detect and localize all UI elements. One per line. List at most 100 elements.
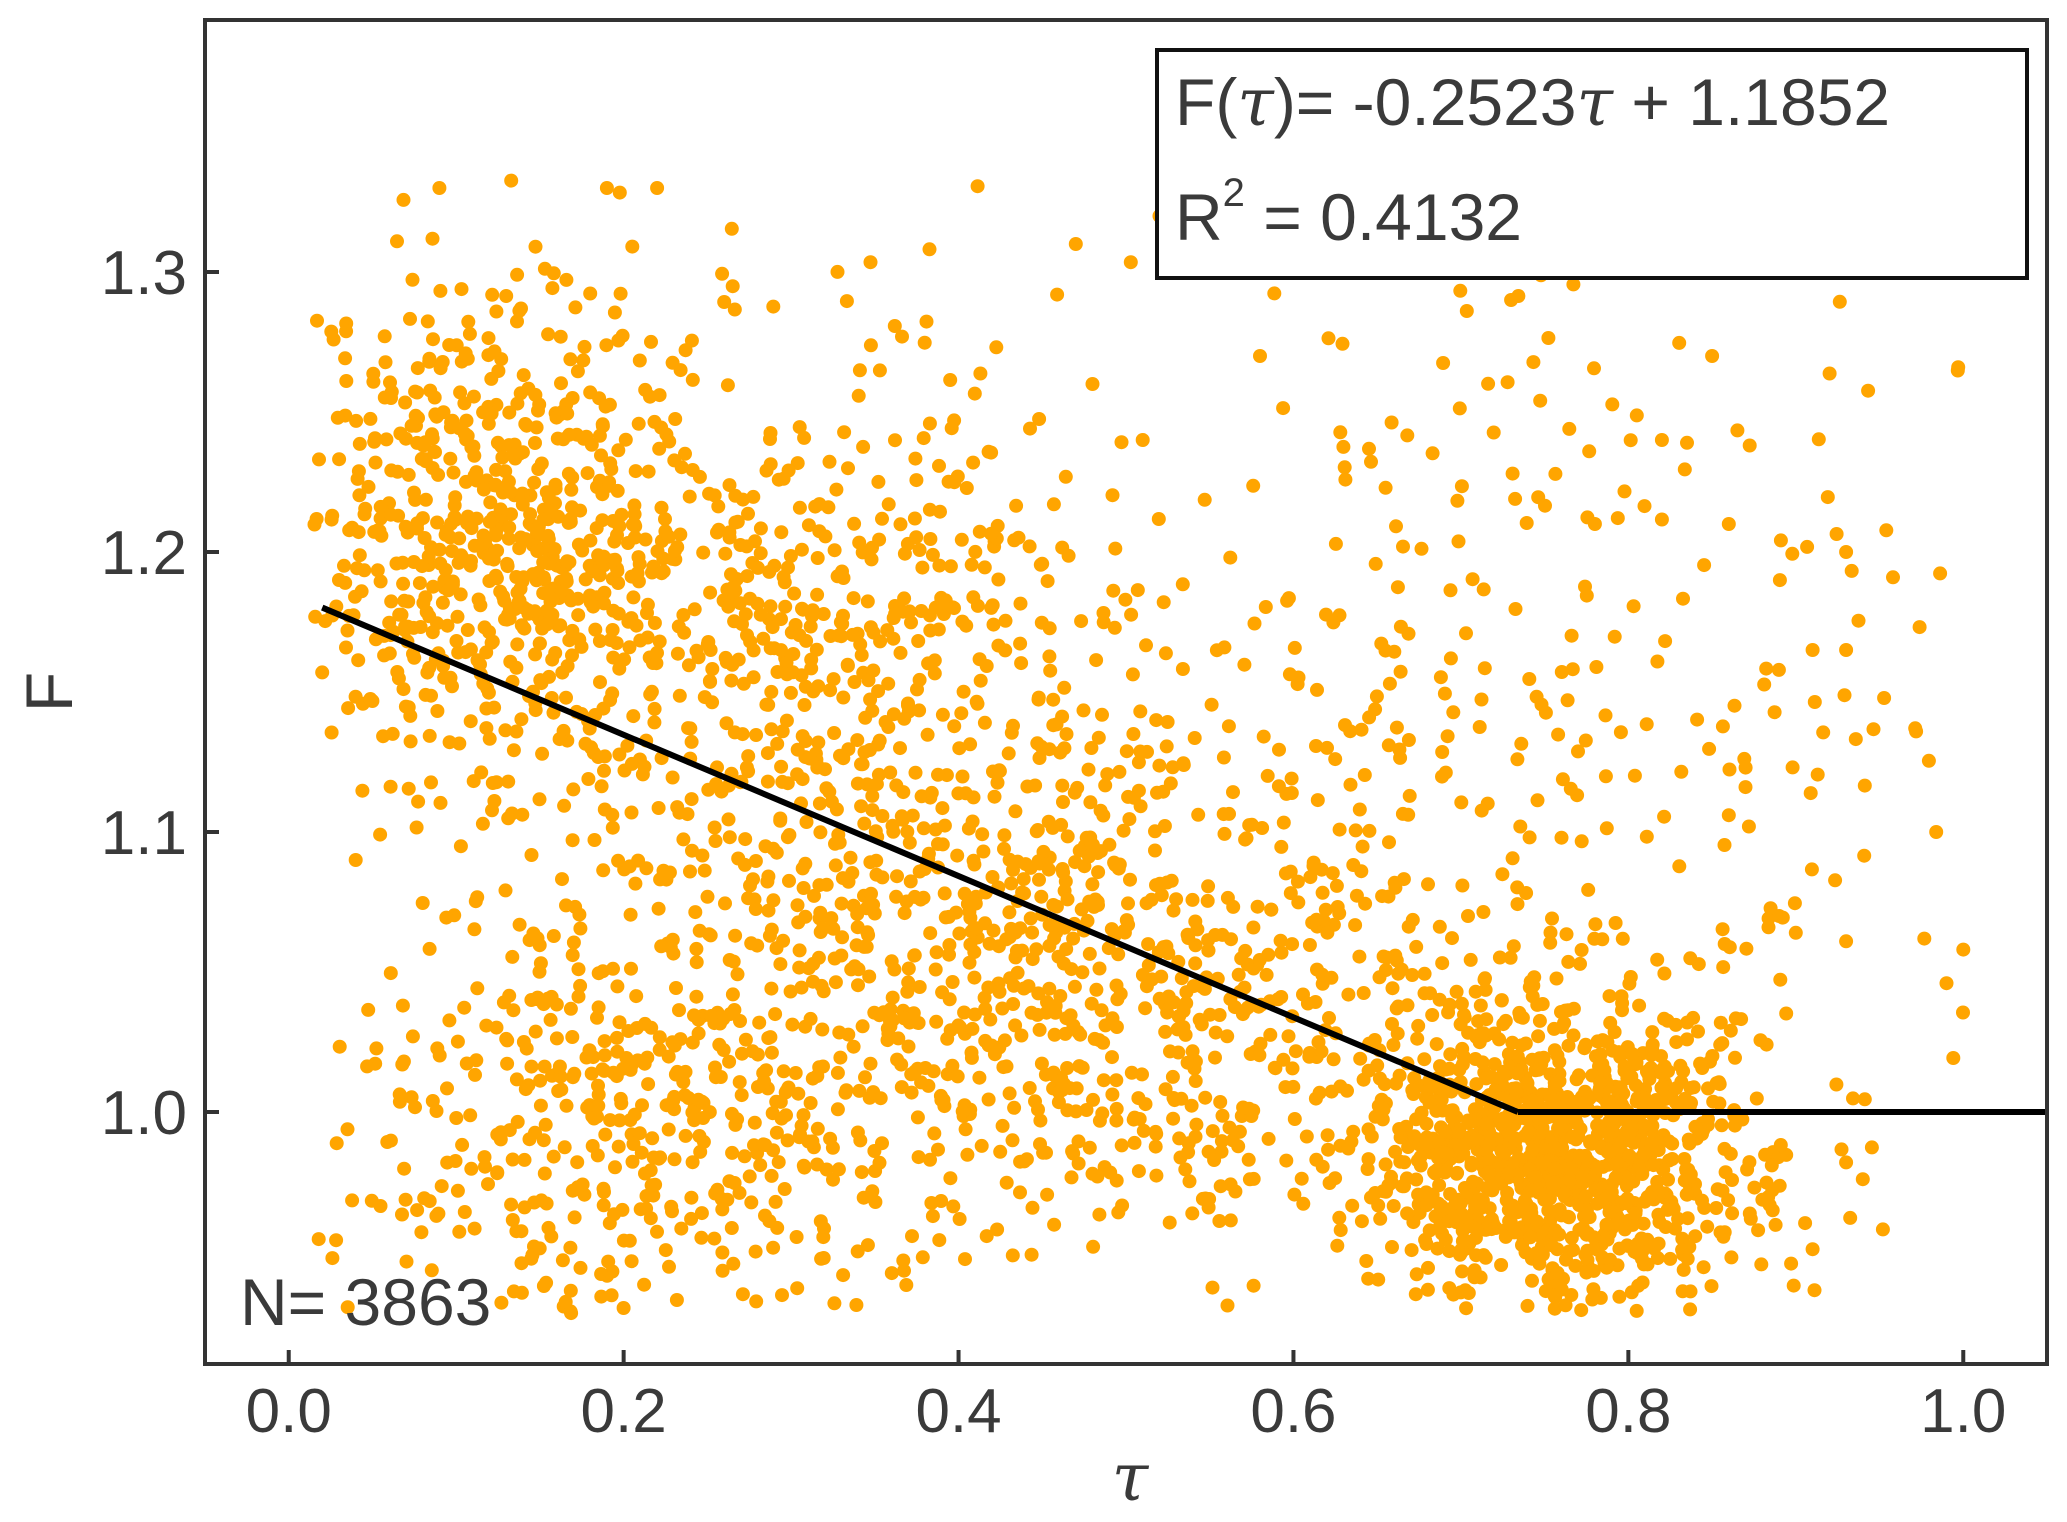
- data-point: [1844, 563, 1859, 578]
- data-point: [1418, 1137, 1433, 1152]
- data-point: [1478, 971, 1492, 986]
- data-point: [1505, 466, 1520, 481]
- data-point: [1563, 781, 1578, 796]
- data-point: [830, 569, 845, 584]
- data-point: [685, 463, 700, 477]
- data-point: [738, 1032, 753, 1047]
- data-point: [703, 928, 718, 943]
- data-point: [1443, 1103, 1458, 1118]
- data-point: [1702, 741, 1717, 756]
- data-point: [401, 781, 416, 796]
- data-point: [697, 690, 712, 705]
- data-point: [833, 748, 847, 763]
- data-point: [332, 452, 347, 467]
- data-point: [1381, 738, 1396, 753]
- data-point: [739, 539, 754, 554]
- data-point: [1312, 1085, 1327, 1100]
- data-point: [768, 1194, 783, 1209]
- data-point: [1521, 1124, 1536, 1139]
- data-point: [1639, 829, 1654, 844]
- data-point: [1500, 375, 1515, 390]
- data-point: [541, 490, 556, 505]
- data-point: [661, 529, 676, 544]
- data-point: [1552, 1227, 1567, 1242]
- data-point: [776, 933, 791, 948]
- data-point: [415, 896, 430, 910]
- data-point: [1069, 1104, 1083, 1119]
- data-point: [1851, 613, 1866, 628]
- data-point: [1019, 1152, 1034, 1167]
- data-point: [504, 173, 519, 188]
- data-point: [429, 1208, 444, 1223]
- data-point: [1023, 911, 1038, 926]
- data-point: [597, 749, 612, 764]
- data-point: [1130, 583, 1145, 598]
- data-point: [1071, 1134, 1086, 1149]
- data-point: [1742, 1206, 1757, 1221]
- data-point: [384, 391, 398, 405]
- data-point: [594, 1289, 609, 1304]
- data-point: [764, 684, 779, 699]
- data-point: [1089, 653, 1104, 668]
- data-point: [856, 439, 871, 454]
- data-point: [652, 388, 667, 403]
- data-point: [395, 555, 410, 570]
- data-point: [1311, 1035, 1326, 1050]
- data-point: [886, 611, 901, 625]
- data-point: [638, 382, 653, 397]
- data-point: [673, 527, 688, 542]
- data-point: [1741, 819, 1756, 834]
- data-point: [1545, 911, 1559, 926]
- data-point: [897, 1263, 911, 1278]
- data-point: [700, 889, 715, 904]
- data-point: [1009, 943, 1024, 958]
- data-point: [1574, 1303, 1589, 1318]
- data-point: [853, 637, 868, 652]
- data-point: [1787, 896, 1802, 911]
- data-point: [415, 559, 430, 574]
- data-point: [1345, 1198, 1360, 1213]
- data-point: [1437, 1165, 1452, 1180]
- data-point: [1716, 960, 1731, 975]
- data-point: [847, 675, 862, 689]
- data-point: [1559, 927, 1574, 942]
- data-point: [746, 872, 760, 887]
- data-point: [813, 905, 828, 920]
- data-point: [917, 335, 932, 350]
- data-point: [1602, 989, 1617, 1004]
- data-point: [1506, 1198, 1520, 1213]
- data-point: [985, 870, 1000, 884]
- data-point: [1384, 415, 1399, 430]
- data-point: [998, 613, 1013, 628]
- data-point: [1767, 705, 1782, 720]
- data-point: [1272, 742, 1286, 757]
- data-point: [1548, 466, 1563, 481]
- data-point: [560, 659, 575, 673]
- data-point: [1564, 1230, 1579, 1245]
- data-point: [807, 888, 821, 903]
- data-point: [1294, 1171, 1309, 1186]
- data-point: [871, 474, 886, 489]
- data-point: [1442, 1281, 1457, 1296]
- data-point: [504, 1197, 519, 1212]
- data-point: [1414, 541, 1429, 556]
- data-point: [410, 361, 425, 376]
- data-point: [888, 433, 902, 448]
- data-point: [780, 1133, 795, 1148]
- data-point: [420, 665, 435, 680]
- data-point: [928, 962, 943, 977]
- data-point: [1857, 848, 1872, 863]
- data-point: [1030, 1007, 1045, 1022]
- data-point: [1276, 401, 1291, 416]
- data-point: [1402, 788, 1417, 803]
- data-point: [571, 608, 586, 623]
- data-point: [1523, 1230, 1538, 1245]
- data-point: [1469, 1077, 1484, 1092]
- data-point: [656, 564, 671, 579]
- data-point: [872, 1155, 887, 1170]
- data-point: [414, 451, 429, 466]
- data-point: [350, 561, 364, 576]
- data-point: [1691, 1024, 1705, 1039]
- data-point: [491, 364, 506, 378]
